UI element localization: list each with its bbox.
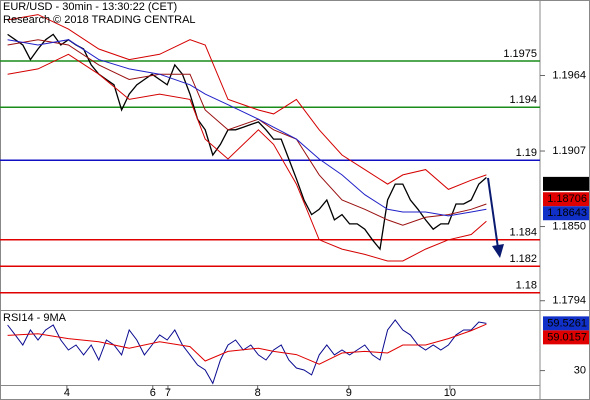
level-label: 1.19	[516, 147, 537, 159]
x-tick-label: 4	[64, 387, 70, 399]
level-label: 1.194	[509, 94, 537, 106]
indicator-line	[7, 39, 487, 217]
price-tag	[543, 192, 589, 207]
rsi-tag-label: 59.5261	[547, 317, 587, 329]
x-tick-label: 8	[255, 387, 261, 399]
forecast-arrow	[487, 177, 499, 249]
rsi-line	[7, 319, 487, 385]
x-tick-label: 7	[165, 387, 171, 399]
chart-subtitle: Research © 2018 TRADING CENTRAL	[3, 14, 196, 26]
indicator-line	[7, 39, 487, 226]
rsi-title: RSI14 - 9MA	[3, 312, 67, 324]
chart-title: EUR/USD - 30min - 13:30:22 (CET)	[3, 1, 177, 13]
price-tag-label: 1.18822	[547, 178, 587, 190]
x-tick-label: 9	[346, 387, 352, 399]
level-label: 1.18	[516, 280, 537, 292]
rsi-tick-label: 30	[574, 365, 586, 377]
rsi-tag-label: 59.0157	[547, 331, 587, 343]
price-tag-label: 1.18643	[547, 207, 587, 219]
rsi-tag	[543, 330, 589, 345]
y-tick-label: 1.1794	[552, 295, 586, 307]
rsi-tag	[543, 316, 589, 331]
level-label: 1.184	[509, 227, 537, 239]
price-tag	[543, 176, 589, 191]
price-tag-label: 1.18706	[547, 193, 587, 205]
indicator-line	[7, 14, 487, 190]
level-label: 1.182	[509, 253, 537, 265]
y-tick-label: 1.1964	[552, 69, 586, 81]
y-tick-label: 1.1907	[552, 145, 586, 157]
y-tick-label: 1.1850	[552, 220, 586, 232]
indicator-line	[7, 53, 487, 262]
rsi-line	[7, 323, 487, 365]
x-tick-label: 6	[150, 387, 156, 399]
level-label: 1.1975	[503, 48, 537, 60]
forecast-arrowhead	[492, 244, 504, 258]
x-tick-label: 10	[444, 387, 456, 399]
price-tag	[543, 206, 589, 221]
